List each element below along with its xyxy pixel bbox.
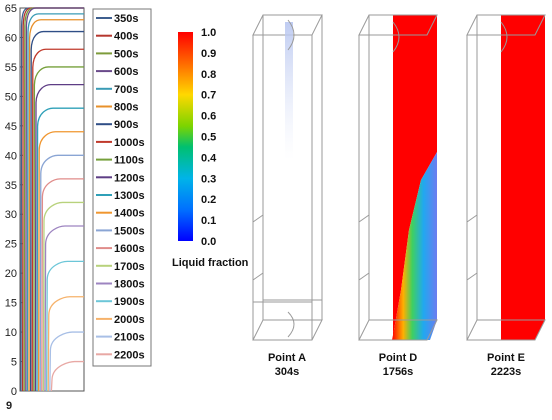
- colorbar: 1.0 0.9 0.8 0.7 0.6 0.5 0.4 0.3 0.2 0.1 0.0 Liquid…: [172, 27, 249, 269]
- colorbar-ticks: 1.0 0.9 0.8 0.7 0.6 0.5 0.4 0.3 0.2 0.1 0.0: [201, 27, 217, 248]
- y-tick-label: 20: [5, 268, 17, 280]
- legend-entry: 700s: [114, 84, 138, 96]
- panel-point-e: Point E 2223s: [466, 14, 546, 378]
- legend-box: [92, 8, 152, 367]
- mushy-zone: [392, 152, 437, 340]
- series-line: [34, 83, 84, 392]
- y-axis-ticks: 0 5 10 15 20 25 30 35 40 45 50 55 60 65: [5, 3, 23, 398]
- liquid-region: [285, 22, 293, 160]
- colorbar-tick-label: 0.4: [201, 152, 217, 164]
- colorbar-tick-label: 0.2: [201, 194, 216, 206]
- legend: 350s 400s 500s 600s 700s 800s 900s 1000s 1100s 12…: [96, 13, 145, 361]
- colorbar-tick-label: 0.9: [201, 48, 216, 60]
- x-tick-label: 9: [6, 400, 12, 412]
- y-tick-label: 50: [5, 91, 17, 103]
- series-line: [50, 360, 84, 392]
- liquid-region: [393, 15, 437, 338]
- panel-time: 2223s: [491, 366, 522, 378]
- series-line: [41, 178, 84, 392]
- series-line: [49, 331, 84, 392]
- series-line: [47, 296, 84, 392]
- series-line: [36, 107, 84, 392]
- y-tick-label: 15: [5, 298, 17, 310]
- y-tick-label: 25: [5, 239, 17, 251]
- colorbar-tick-label: 0.1: [201, 215, 216, 227]
- legend-entry: 350s: [114, 13, 138, 25]
- panel-time: 304s: [275, 366, 299, 378]
- legend-entry: 1900s: [114, 296, 145, 308]
- panel-title: Point A: [268, 352, 306, 364]
- legend-entry: 1400s: [114, 208, 145, 220]
- liquid-region: [501, 15, 545, 340]
- y-tick-label: 5: [11, 357, 17, 369]
- colorbar-tick-label: 0.6: [201, 111, 216, 123]
- colorbar-label: Liquid fraction: [172, 257, 249, 269]
- legend-entry: 1200s: [114, 172, 145, 184]
- series-line: [28, 19, 84, 392]
- y-tick-label: 55: [5, 62, 17, 74]
- series-line: [39, 154, 84, 392]
- y-tick-label: 0: [11, 386, 17, 398]
- y-tick-label: 45: [5, 121, 17, 133]
- legend-entry: 800s: [114, 102, 138, 114]
- series-line: [25, 7, 84, 392]
- series-line: [33, 66, 84, 392]
- series-line: [26, 13, 84, 392]
- colorbar-gradient: [178, 32, 193, 241]
- y-tick-label: 65: [5, 3, 17, 15]
- legend-entry: 2100s: [114, 332, 145, 344]
- series-line: [42, 201, 84, 392]
- legend-entry: 1600s: [114, 243, 145, 255]
- legend-entry: 1000s: [114, 137, 145, 149]
- legend-entry: 500s: [114, 48, 138, 60]
- legend-entry: 1300s: [114, 190, 145, 202]
- legend-entry: 2000s: [114, 314, 145, 326]
- colorbar-tick-label: 0.8: [201, 69, 216, 81]
- y-tick-label: 30: [5, 209, 17, 221]
- panel-time: 1756s: [383, 366, 414, 378]
- colorbar-tick-label: 0.0: [201, 236, 216, 248]
- temperature-line-chart: 0 5 10 15 20 25 30 35 40 45 50 55 60 65 9 350s 400s 500…: [5, 3, 152, 412]
- panel-title: Point D: [379, 352, 418, 364]
- legend-entry: 1700s: [114, 261, 145, 273]
- series-line: [29, 30, 84, 392]
- y-tick-label: 10: [5, 327, 17, 339]
- y-tick-label: 35: [5, 180, 17, 192]
- colorbar-tick-label: 1.0: [201, 27, 216, 39]
- series-line: [31, 48, 84, 392]
- panel-point-a: Point A 304s: [252, 14, 323, 378]
- legend-entry: 400s: [114, 31, 138, 43]
- panel-title: Point E: [487, 352, 525, 364]
- legend-entry: 2200s: [114, 349, 145, 361]
- colorbar-tick-label: 0.5: [201, 132, 216, 144]
- legend-entry: 1500s: [114, 225, 145, 237]
- colorbar-tick-label: 0.7: [201, 90, 216, 102]
- legend-entry: 600s: [114, 66, 138, 78]
- series-line: [45, 260, 84, 392]
- series-line: [37, 131, 84, 392]
- legend-entry: 1800s: [114, 279, 145, 291]
- series-line: [44, 225, 84, 392]
- colorbar-tick-label: 0.3: [201, 173, 216, 185]
- legend-entry: 900s: [114, 119, 138, 131]
- series-lines: [20, 7, 84, 392]
- y-tick-label: 40: [5, 150, 17, 162]
- panel-point-d: Point D 1756s: [358, 14, 438, 378]
- y-tick-label: 60: [5, 32, 17, 44]
- legend-entry: 1100s: [114, 155, 144, 167]
